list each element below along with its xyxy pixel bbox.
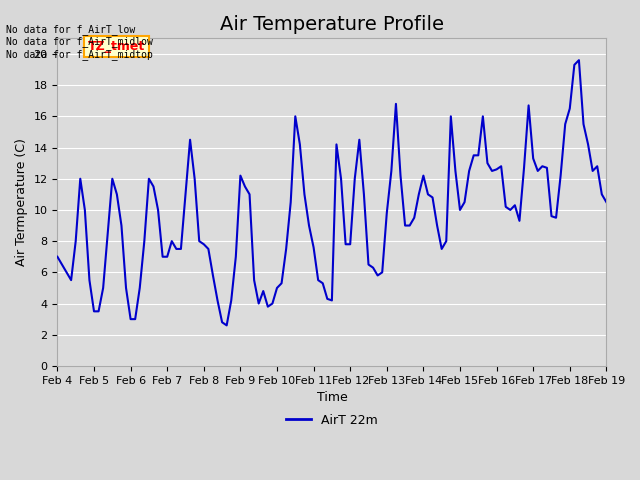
Title: Air Temperature Profile: Air Temperature Profile bbox=[220, 15, 444, 34]
X-axis label: Time: Time bbox=[317, 391, 348, 404]
Text: No data for f_AirT_low
No data for f_AirT_midlow
No data for f_AirT_midtop: No data for f_AirT_low No data for f_Air… bbox=[6, 24, 153, 60]
Legend: AirT 22m: AirT 22m bbox=[281, 409, 383, 432]
Y-axis label: Air Termperature (C): Air Termperature (C) bbox=[15, 138, 28, 266]
Text: TZ_tmet: TZ_tmet bbox=[88, 40, 145, 53]
